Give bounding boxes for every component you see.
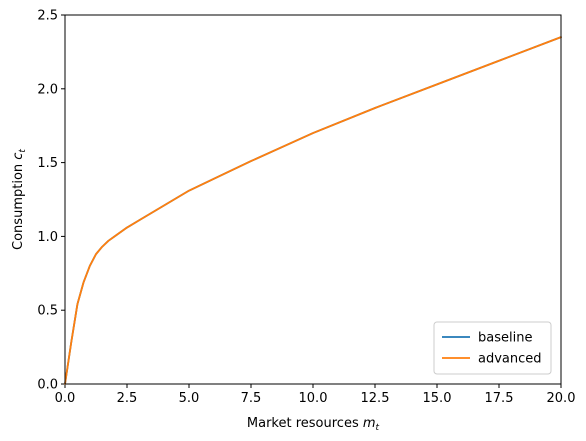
- y-tick-label: 1.0: [37, 230, 58, 245]
- x-tick-label: 17.5: [485, 391, 514, 406]
- series-lines: [64, 36, 562, 385]
- x-tick-label: 2.5: [117, 391, 138, 406]
- x-axis-label: Market resources mt: [247, 416, 380, 433]
- y-tick-label: 2.0: [37, 82, 58, 97]
- x-tick-label: 10.0: [299, 391, 328, 406]
- x-tick-label: 7.5: [241, 391, 262, 406]
- y-axis-ticks: 0.0 0.5 1.0 1.5 2.0 2.5: [37, 9, 65, 393]
- x-tick-label: 20.0: [547, 391, 576, 406]
- y-axis-label: Consumption ct: [11, 149, 28, 250]
- legend-label-baseline: baseline: [478, 331, 532, 346]
- y-tick-label: 2.5: [37, 9, 58, 24]
- x-tick-label: 0.0: [55, 391, 76, 406]
- x-axis-ticks: 0.0 2.5 5.0 7.5 10.0 12.5 15.0 17.5 20.0: [55, 384, 576, 406]
- series-line-advanced: [64, 36, 562, 385]
- y-tick-label: 0.5: [37, 304, 58, 319]
- y-tick-label: 1.5: [37, 156, 58, 171]
- y-tick-label: 0.0: [37, 378, 58, 393]
- legend-label-advanced: advanced: [478, 352, 542, 367]
- legend-box: [433, 321, 552, 375]
- x-tick-label: 15.0: [423, 391, 452, 406]
- legend: baseline advanced: [433, 321, 552, 375]
- x-tick-label: 12.5: [361, 391, 390, 406]
- axes-frame: [64, 14, 562, 385]
- x-tick-label: 5.0: [179, 391, 200, 406]
